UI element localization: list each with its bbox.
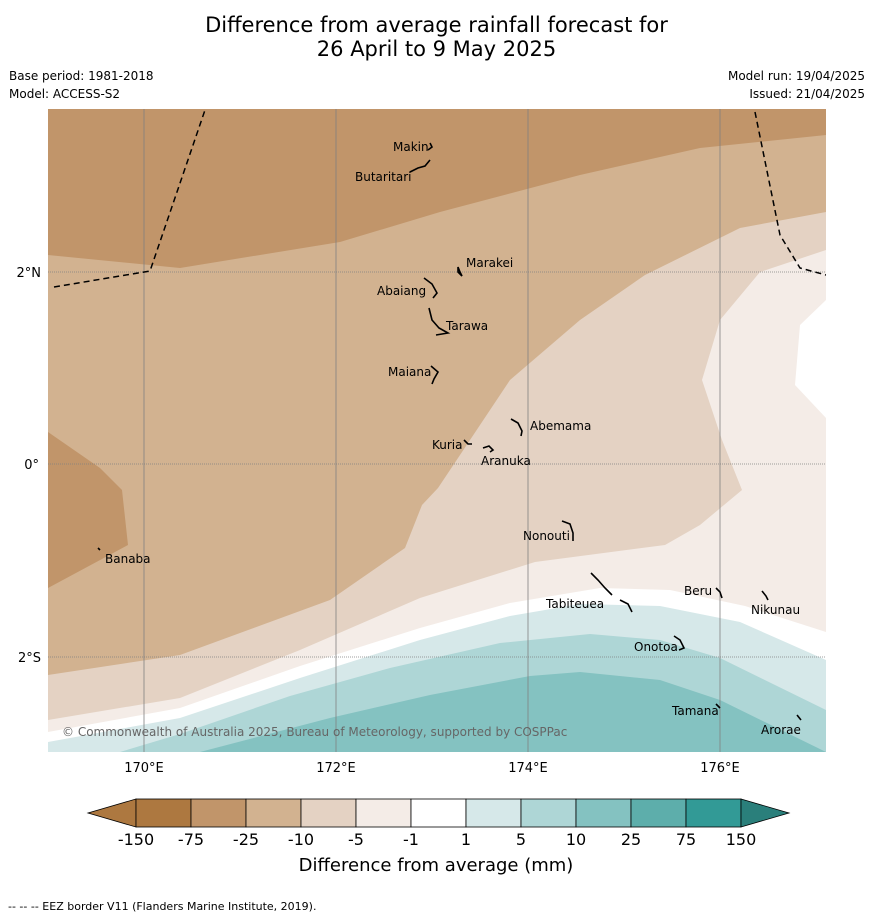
colorbar-swatch xyxy=(410,798,467,828)
label-tarawa: Tarawa xyxy=(445,319,488,333)
colorbar-tick-label: 150 xyxy=(726,830,757,849)
colorbar-title: Difference from average (mm) xyxy=(299,855,574,876)
label-nikunau: Nikunau xyxy=(751,603,800,617)
island-makin xyxy=(427,142,434,151)
band-25-wet xyxy=(200,672,826,752)
colorbar-tick-label: -150 xyxy=(118,830,154,849)
eez-border xyxy=(53,109,826,288)
label-abaiang: Abaiang xyxy=(377,284,426,298)
island-tarawa xyxy=(428,307,451,336)
label-maiana: Maiana xyxy=(388,365,431,379)
lon-label-174e: 174°E xyxy=(508,761,548,776)
colorbar-tick-label: -25 xyxy=(233,830,259,849)
model-run-text: Model run: 19/04/2025 xyxy=(727,69,865,83)
colorbar-swatch xyxy=(465,798,522,828)
label-marakei: Marakei xyxy=(466,256,513,270)
colorbar-tick-label: 1 xyxy=(461,830,471,849)
colorbar-tick-label: -5 xyxy=(348,830,364,849)
island-banaba xyxy=(97,547,101,551)
island-maiana xyxy=(430,365,440,385)
colorbar-tick-label: 5 xyxy=(516,830,526,849)
island-beru xyxy=(715,587,723,599)
island-aranuka xyxy=(482,445,495,453)
island-nonouti xyxy=(561,520,574,541)
colorbar: -150 -75 -25 -10 -5 -1 1 5 10 25 75 150 xyxy=(86,798,791,849)
label-beru: Beru xyxy=(684,584,712,598)
colorbar-swatch xyxy=(355,798,412,828)
island-butaritari xyxy=(409,159,431,173)
colorbar-swatch xyxy=(520,798,577,828)
label-tabiteuea: Tabiteuea xyxy=(545,597,604,611)
colorbar-tick-label: -1 xyxy=(403,830,419,849)
island-outlines xyxy=(97,142,802,721)
label-makin: Makin xyxy=(393,140,429,154)
label-kuria: Kuria xyxy=(432,438,463,452)
label-butaritari: Butaritari xyxy=(355,170,412,184)
colorbar-tick-label: -75 xyxy=(178,830,204,849)
footnote-eez: -- -- -- EEZ border V11 (Flanders Marine… xyxy=(8,900,317,913)
lon-label-172e: 172°E xyxy=(316,761,356,776)
colorbar-extend-low xyxy=(86,798,137,828)
map-plot-area: Makin Butaritari Marakei Abaiang Tarawa … xyxy=(48,109,826,752)
map-title-line-1: Difference from average rainfall forecas… xyxy=(205,13,668,37)
colorbar-tick-label: 75 xyxy=(676,830,696,849)
label-abemama: Abemama xyxy=(530,419,591,433)
label-banaba: Banaba xyxy=(105,552,151,566)
colorbar-swatch xyxy=(190,798,247,828)
lat-label-2n: 2°N xyxy=(17,266,42,281)
colorbar-swatch xyxy=(630,798,687,828)
label-arorae: Arorae xyxy=(761,723,801,737)
lat-label-0: 0° xyxy=(24,458,39,473)
island-onotoa xyxy=(673,635,686,651)
colorbar-swatch xyxy=(135,798,192,828)
island-marakei xyxy=(457,266,463,277)
island-abaiang xyxy=(423,277,438,299)
colorbar-swatch xyxy=(685,798,742,828)
island-arorae xyxy=(796,714,802,721)
map-title-line-2: 26 April to 9 May 2025 xyxy=(316,37,557,61)
colorbar-tick-label: 25 xyxy=(621,830,641,849)
label-aranuka: Aranuka xyxy=(481,454,531,468)
lon-label-170e: 170°E xyxy=(124,761,164,776)
lat-label-2s: 2°S xyxy=(18,651,41,666)
label-tamana: Tamana xyxy=(671,704,719,718)
colorbar-extend-high xyxy=(740,798,791,828)
graticule xyxy=(143,109,721,752)
island-tabiteuea xyxy=(590,572,633,613)
lon-label-176e: 176°E xyxy=(700,761,740,776)
colorbar-swatch xyxy=(575,798,632,828)
island-tamana xyxy=(715,703,721,709)
copyright-watermark: © Commonwealth of Australia 2025, Bureau… xyxy=(62,725,567,739)
latitude-lines xyxy=(48,271,826,658)
colorbar-swatch xyxy=(245,798,302,828)
issued-text: Issued: 21/04/2025 xyxy=(749,87,865,101)
model-text: Model: ACCESS-S2 xyxy=(9,87,121,101)
colorbar-tick-label: 10 xyxy=(566,830,586,849)
island-kuria xyxy=(463,439,472,445)
label-onotoa: Onotoa xyxy=(634,640,678,654)
colorbar-tick-label: -10 xyxy=(288,830,314,849)
island-nikunau xyxy=(761,590,769,601)
colorbar-swatch xyxy=(300,798,357,828)
island-abemama xyxy=(510,418,523,437)
base-period-text: Base period: 1981-2018 xyxy=(9,69,154,83)
label-nonouti: Nonouti xyxy=(523,529,570,543)
band-1-neutral-east xyxy=(795,300,826,418)
